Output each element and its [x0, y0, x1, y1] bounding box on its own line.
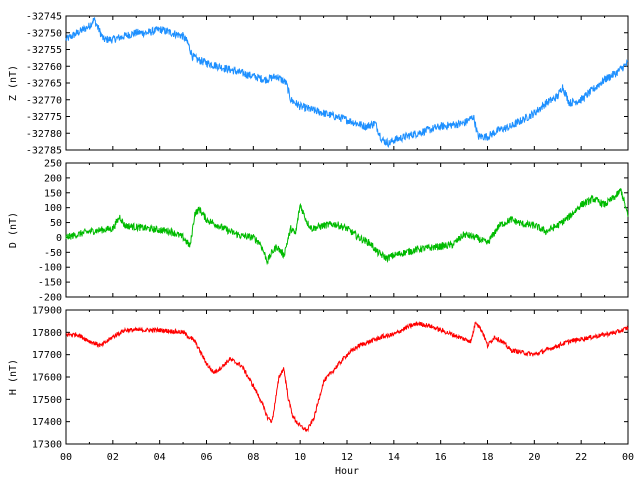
y-tick-label: 200: [44, 173, 62, 184]
x-tick-label: 04: [154, 452, 166, 463]
y-tick-label: -32770: [26, 95, 62, 106]
series-line-0: [65, 17, 629, 148]
chart-panel-0: -32745 -32750 -32755 -32760 -32765 -32770 -327…: [8, 12, 629, 157]
y-tick-label: -150: [38, 278, 62, 289]
y-tick-label: -32755: [26, 45, 62, 56]
x-tick-label: 08: [247, 452, 259, 463]
y-tick-label: -200: [38, 293, 62, 304]
y-tick-label: 17400: [32, 417, 62, 428]
x-tick-label: 16: [435, 452, 447, 463]
x-tick-label: 02: [107, 452, 119, 463]
y-tick-label: 17800: [32, 328, 62, 339]
series-line-0: [65, 188, 629, 266]
x-tick-label: 14: [388, 452, 400, 463]
y-axis-label: Z (nT): [8, 65, 19, 101]
y-tick-label: -32780: [26, 129, 62, 140]
y-tick-label: -32760: [26, 62, 62, 73]
y-tick-label: -100: [38, 263, 62, 274]
y-tick-label: 0: [56, 233, 62, 244]
y-tick-label: -32785: [26, 146, 62, 157]
x-tick-label: 00: [622, 452, 634, 463]
chart-panel-2: 17900 17800 17700 17600 17500 17400 17300 H (nT…: [8, 306, 634, 478]
y-tick-label: -32765: [26, 79, 62, 90]
y-tick-label: 17500: [32, 395, 62, 406]
y-tick-label: 250: [44, 159, 62, 170]
x-tick-label: 00: [60, 452, 72, 463]
series-line-0: [65, 321, 629, 433]
y-tick-label: 50: [50, 218, 62, 229]
y-tick-label: 17700: [32, 350, 62, 361]
y-tick-label: 17300: [32, 440, 62, 451]
x-tick-label: 22: [575, 452, 587, 463]
plot-frame: [65, 15, 629, 151]
x-axis-label: Hour: [335, 466, 359, 477]
y-tick-label: 100: [44, 203, 62, 214]
y-tick-label: -32750: [26, 28, 62, 39]
x-tick-label: 12: [341, 452, 353, 463]
x-tick-label: 06: [200, 452, 212, 463]
y-tick-label: -50: [44, 248, 62, 259]
y-tick-label: 17900: [32, 306, 62, 317]
y-tick-label: -32775: [26, 112, 62, 123]
y-tick-label: -32745: [26, 12, 62, 23]
x-tick-label: 20: [528, 452, 540, 463]
y-tick-label: 17600: [32, 373, 62, 384]
x-tick-label: 18: [481, 452, 493, 463]
y-axis-label: D (nT): [8, 212, 19, 248]
x-tick-label: 10: [294, 452, 306, 463]
chart-panel-1: 250 200 150 100 50 0 -50 -100 -150 -200 D (nT): [8, 159, 629, 304]
y-axis-label: H (nT): [8, 359, 19, 395]
y-tick-label: 150: [44, 188, 62, 199]
